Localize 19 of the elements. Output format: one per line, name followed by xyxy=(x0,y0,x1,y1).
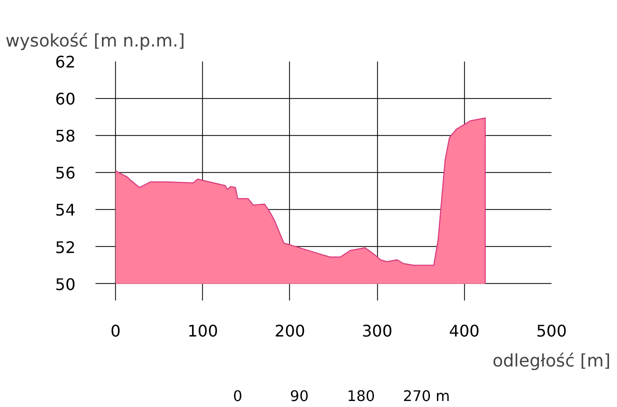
text: 270 m xyxy=(403,387,450,407)
x-tick-label: 0 xyxy=(110,322,121,340)
x-tick-label: 400 xyxy=(449,322,480,340)
y-tick-label: 58 xyxy=(55,126,76,146)
x-tick-label: 500 xyxy=(536,322,567,340)
x-tick-label: 300 xyxy=(362,322,392,340)
y-tick-label: 54 xyxy=(55,200,76,220)
x-tick-label: 200 xyxy=(274,322,306,340)
x-axis-title: odległość [m] xyxy=(492,352,611,372)
text: 0 xyxy=(233,387,242,407)
text: 180 xyxy=(347,387,375,407)
y-tick-label: 56 xyxy=(55,164,76,183)
y-tick-label: 60 xyxy=(55,90,76,109)
y-tick-label: 52 xyxy=(55,238,76,257)
y-tick-label: 62 xyxy=(55,52,76,72)
text: 90 xyxy=(290,387,309,407)
x-tick-label: 100 xyxy=(187,322,218,340)
chart-title: wysokość [m n.p.m.] xyxy=(6,32,185,52)
y-tick-label: 50 xyxy=(55,274,76,294)
